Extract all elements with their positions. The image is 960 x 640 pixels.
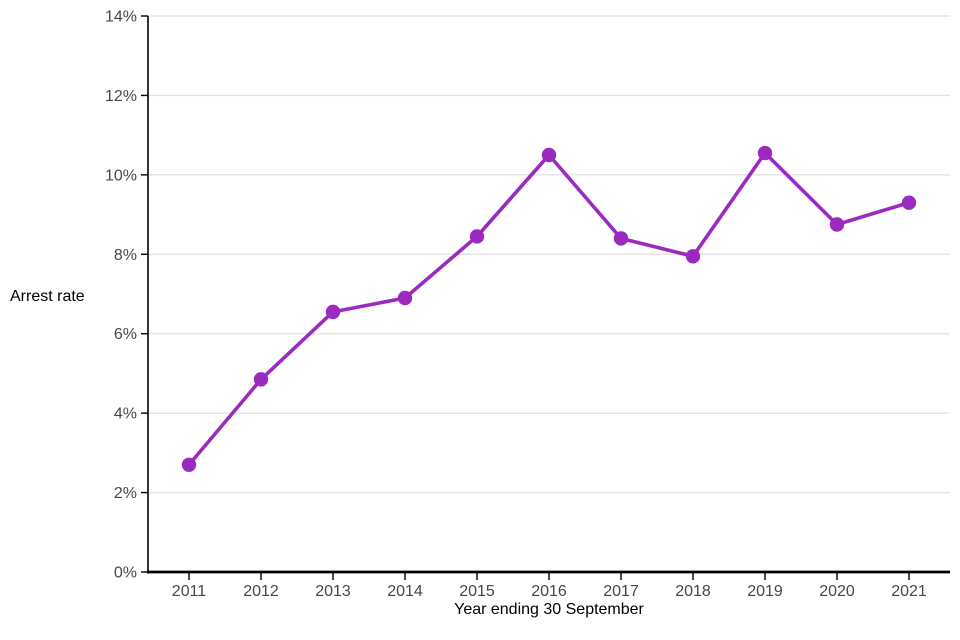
x-axis-title: Year ending 30 September xyxy=(454,601,644,618)
data-point-2015 xyxy=(469,229,485,244)
data-point-2012 xyxy=(253,372,269,387)
y-tick-label: 8% xyxy=(114,247,137,264)
data-point-2018 xyxy=(685,249,701,264)
y-tick-label: 12% xyxy=(105,88,137,105)
data-point-2011 xyxy=(181,457,197,472)
y-tick-label: 4% xyxy=(114,406,137,423)
data-point-2016 xyxy=(541,147,557,163)
data-point-2014 xyxy=(397,290,413,306)
x-tick-label: 2012 xyxy=(243,583,279,600)
x-tick-label: 2011 xyxy=(172,583,207,600)
data-point-2021 xyxy=(901,195,917,210)
x-tick-label: 2018 xyxy=(675,583,711,600)
data-point-2019 xyxy=(757,145,773,161)
y-tick-label: 0% xyxy=(114,565,137,582)
y-tick-label: 2% xyxy=(114,485,137,502)
series-line-group xyxy=(181,145,917,472)
y-axis-ticks: 0% 2% 4% 6% 8% 10% 12% 14% xyxy=(105,9,148,582)
x-tick-label: 2021 xyxy=(891,583,927,600)
x-tick-label: 2014 xyxy=(387,583,423,600)
y-tick-label: 6% xyxy=(114,326,137,343)
data-point-2017 xyxy=(613,231,629,246)
x-tick-label: 2017 xyxy=(603,583,639,600)
series-path xyxy=(187,151,911,467)
data-point-2013 xyxy=(325,304,341,320)
x-tick-label: 2016 xyxy=(531,583,567,600)
x-tick-label: 2013 xyxy=(315,583,351,600)
x-axis-ticks: 2011 2012 2013 2014 2015 2016 2017 2018 2019 2020… xyxy=(172,573,927,600)
x-tick-label: 2015 xyxy=(459,583,495,600)
x-tick-label: 2020 xyxy=(819,583,855,600)
y-tick-label: 10% xyxy=(105,167,137,184)
gridlines xyxy=(148,15,950,494)
y-axis-title: Arrest rate xyxy=(10,288,85,305)
y-tick-label: 14% xyxy=(105,9,137,26)
x-tick-label: 2019 xyxy=(747,583,783,600)
axes xyxy=(147,16,950,574)
data-point-2020 xyxy=(829,217,845,232)
